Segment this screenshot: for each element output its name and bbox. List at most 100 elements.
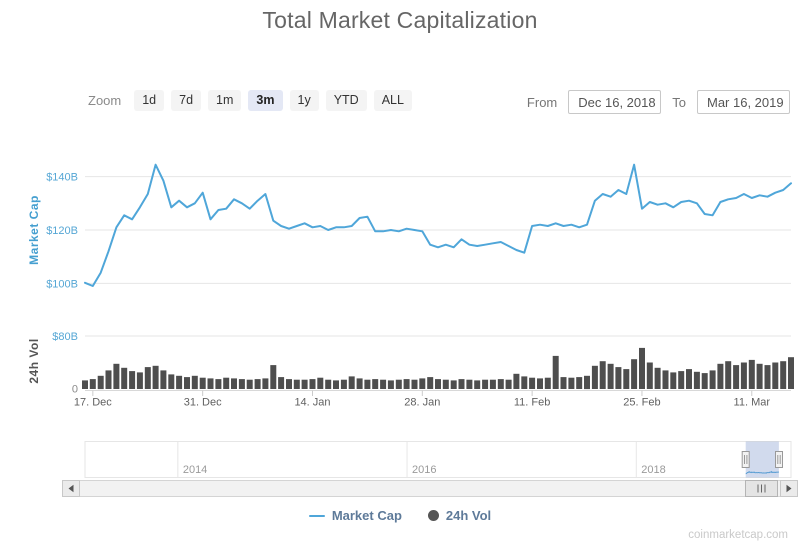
volume-bar <box>599 361 606 389</box>
volume-bar <box>654 367 661 389</box>
volume-bar <box>435 379 441 389</box>
zoom-button-all[interactable]: ALL <box>373 90 412 111</box>
volume-bar <box>497 379 504 389</box>
navigator-year-label: 2018 <box>641 464 665 476</box>
volume-bar <box>395 379 402 389</box>
volume-bar <box>278 377 285 389</box>
zoom-buttons: 1d 7d 1m 3m 1y YTD ALL <box>127 90 412 111</box>
volume-bar <box>176 375 183 390</box>
volume-bar <box>144 367 151 389</box>
to-date-input[interactable] <box>697 90 790 114</box>
zoom-button-7d[interactable]: 7d <box>171 90 202 111</box>
chart-title: Total Market Capitalization <box>262 7 538 33</box>
volume-bar <box>301 379 308 389</box>
volume-bar <box>474 380 481 389</box>
volume-bar <box>631 359 638 389</box>
volume-bar <box>701 373 708 389</box>
volume-bar <box>670 372 677 389</box>
market-cap-axis-title: Market Cap <box>27 195 41 265</box>
volume-bar <box>191 375 198 390</box>
volume-bar <box>340 379 347 389</box>
zoom-label: Zoom <box>88 92 122 108</box>
navigator-selected-series <box>745 470 780 475</box>
volume-bar <box>262 378 269 389</box>
volume-bar <box>160 370 167 389</box>
zoom-button-1d[interactable]: 1d <box>134 90 165 111</box>
volume-bar <box>380 379 387 389</box>
volume-bar <box>466 379 473 389</box>
legend-line-symbol-icon <box>308 514 325 517</box>
legend-item-24h-vol[interactable]: 24h Vol <box>427 508 492 523</box>
volume-bar <box>764 365 771 389</box>
volume-bar <box>662 370 669 389</box>
y-tick-80b: $80B <box>52 331 78 343</box>
scrollbar-left-arrow-icon <box>68 484 74 493</box>
volume-bar <box>168 374 175 389</box>
volume-bar <box>482 379 489 389</box>
to-label: To <box>672 94 686 110</box>
x-axis-label: 11. Mar <box>734 397 771 409</box>
volume-bar <box>223 377 230 389</box>
volume-bar <box>623 369 630 389</box>
navigator-year-label: 2016 <box>412 464 436 476</box>
y-tick-0: 0 <box>72 384 78 396</box>
volume-bar <box>207 378 214 389</box>
volume-bar <box>733 365 740 389</box>
legend-24h-vol-label: 24h Vol <box>445 508 492 523</box>
volume-bar <box>82 380 88 389</box>
volume-bar <box>89 379 96 389</box>
volume-bar <box>317 377 324 389</box>
volume-bar <box>693 371 700 389</box>
volume-bar <box>270 365 277 389</box>
volume-bar <box>615 367 622 389</box>
scrollbar-track[interactable] <box>79 480 781 497</box>
volume-bar <box>113 363 120 389</box>
navigator-mask[interactable] <box>745 441 779 478</box>
scrollbar <box>62 480 798 497</box>
volume-bar <box>427 377 434 389</box>
y-tick-120b: $120B <box>46 225 78 237</box>
volume-bar <box>105 370 112 389</box>
volume-bar <box>717 363 724 389</box>
volume-bar <box>560 377 567 389</box>
volume-bar <box>709 370 716 389</box>
from-date-input[interactable] <box>568 90 662 114</box>
volume-bar <box>568 377 575 389</box>
legend-item-market-cap[interactable]: Market Cap <box>308 508 402 523</box>
volume-bar <box>364 379 371 389</box>
volume-bar <box>246 379 253 389</box>
volume-bar <box>129 371 136 389</box>
volume-bar <box>356 378 363 389</box>
volume-bar <box>537 378 543 389</box>
volume-bar <box>552 355 559 389</box>
navigator-frame <box>84 441 792 478</box>
volume-bar <box>286 379 292 389</box>
navigator-left-handle[interactable] <box>741 451 750 468</box>
zoom-button-1m[interactable]: 1m <box>208 90 242 111</box>
volume-bar <box>97 375 104 390</box>
zoom-button-ytd[interactable]: YTD <box>325 90 367 111</box>
volume-bar <box>231 378 237 389</box>
volume-bar <box>591 365 598 389</box>
market-cap-series-layer <box>84 163 792 287</box>
volume-bar <box>411 379 418 389</box>
navigator-year-label: 2014 <box>183 464 207 476</box>
volume-bar <box>372 379 379 389</box>
volume-bar <box>403 379 410 389</box>
date-range-group: From To <box>527 90 790 114</box>
zoom-button-3m[interactable]: 3m <box>248 90 283 111</box>
volume-bar <box>529 377 536 389</box>
volume-bar <box>152 365 159 389</box>
volume-bar <box>756 363 763 389</box>
navigator-right-handle[interactable] <box>775 451 783 468</box>
gridlines-layer <box>85 176 791 396</box>
volume-bar <box>442 379 449 389</box>
volume-bar <box>521 376 528 389</box>
zoom-button-1y[interactable]: 1y <box>289 90 319 111</box>
volume-bar <box>639 347 645 389</box>
scrollbar-thumb-grip-icon <box>757 484 766 493</box>
legend-market-cap-label: Market Cap <box>331 508 402 523</box>
volume-bar <box>419 378 426 389</box>
volume-series-layer <box>82 347 794 390</box>
volume-bar <box>584 375 590 390</box>
